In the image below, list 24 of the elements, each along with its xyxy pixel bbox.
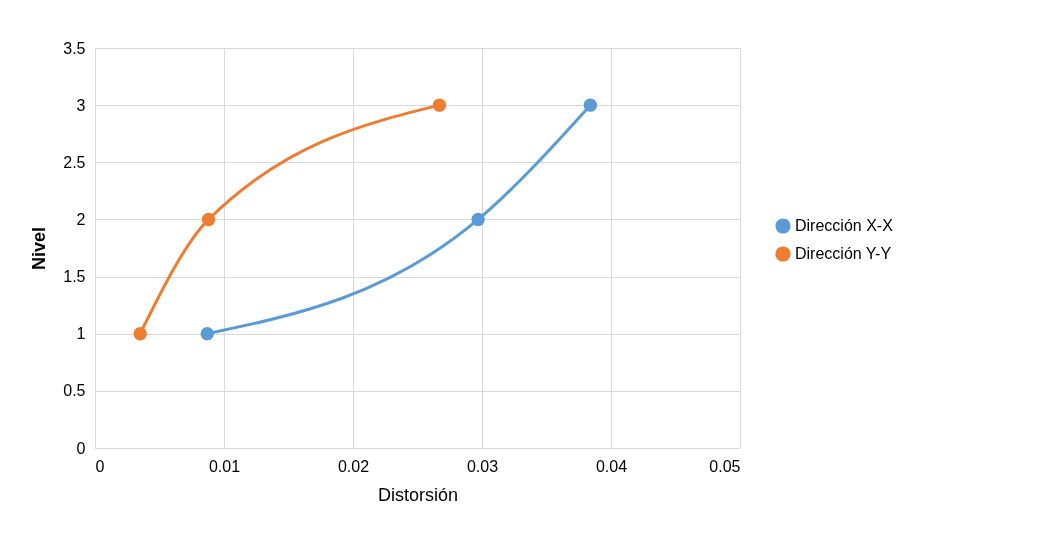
- y-tick-label: 0.5: [63, 382, 86, 400]
- x-tick-label: 0.01: [208, 457, 241, 475]
- y-tick-label: 3: [76, 96, 86, 114]
- point: [133, 327, 147, 341]
- y-tick-label: 2.5: [63, 153, 86, 171]
- x-tick-label: 0.03: [466, 457, 499, 475]
- legend-label: Dirección X-X: [795, 217, 894, 234]
- y-tick-label: 1.5: [63, 268, 86, 286]
- x-tick-label: 0.04: [595, 457, 628, 475]
- point: [200, 327, 214, 341]
- x-tick-label: 0.02: [337, 457, 370, 475]
- y-axis-title: Nivel: [29, 226, 50, 271]
- y-tick-label: 1: [76, 325, 86, 343]
- x-tick-label: 0.05: [709, 457, 741, 475]
- point: [471, 212, 485, 227]
- point: [201, 212, 216, 227]
- legend-label: Dirección Y-Y: [795, 245, 892, 262]
- x-tick-label: 0: [95, 457, 105, 475]
- y-tick-label: 0: [76, 439, 86, 457]
- x-axis-title: Distorsión: [377, 484, 459, 505]
- point: [432, 98, 447, 112]
- y-tick-label: 3.5: [63, 39, 86, 57]
- y-tick-label: 2: [76, 210, 86, 228]
- point: [583, 98, 598, 112]
